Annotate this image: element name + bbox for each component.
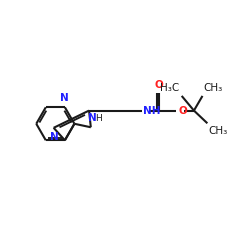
Text: N: N bbox=[60, 93, 69, 103]
Text: O: O bbox=[179, 106, 188, 116]
Text: H₃C: H₃C bbox=[160, 83, 179, 93]
Text: CH₃: CH₃ bbox=[208, 126, 228, 136]
Text: N: N bbox=[88, 113, 96, 123]
Text: N: N bbox=[50, 132, 59, 142]
Text: CH₃: CH₃ bbox=[204, 83, 223, 93]
Text: NH: NH bbox=[143, 106, 160, 116]
Text: O: O bbox=[154, 80, 163, 90]
Text: H: H bbox=[95, 114, 102, 123]
